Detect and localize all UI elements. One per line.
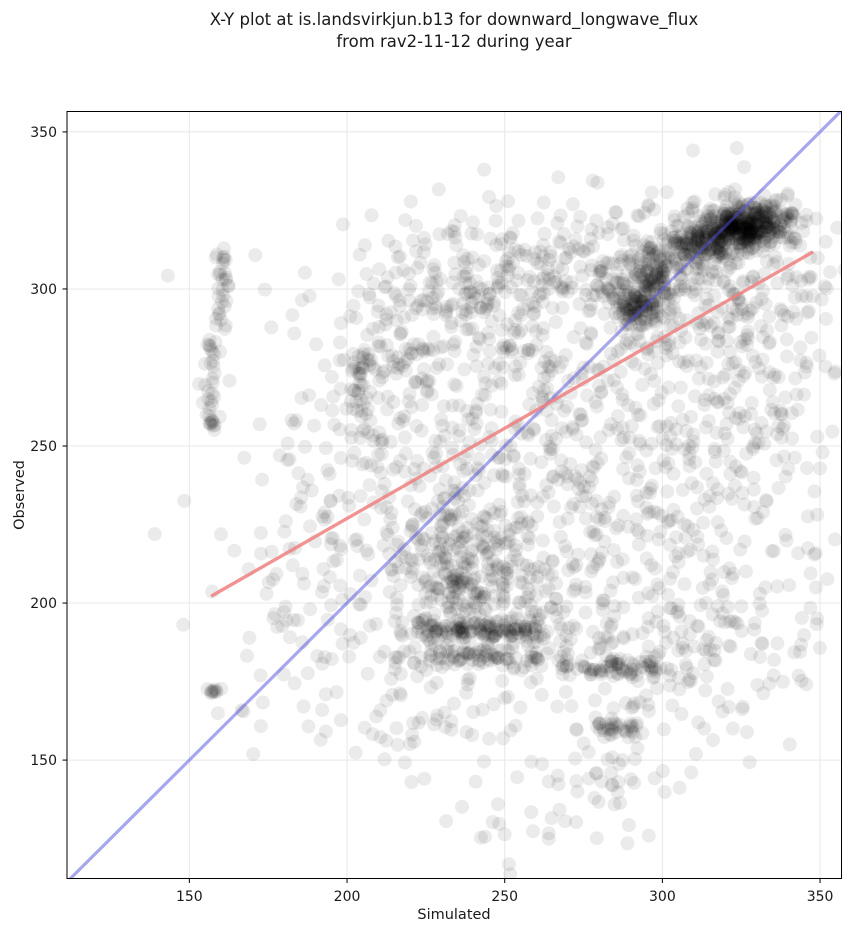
chart-title-line1: X-Y plot at is.landsvirkjun.b13 for down… (210, 10, 699, 30)
y-tick-label-350: 350 (30, 125, 57, 141)
overlay-lines (68, 111, 842, 879)
x-tick-label-250: 250 (491, 889, 518, 905)
grid-lines (67, 111, 842, 879)
x-tick-label-300: 300 (649, 889, 676, 905)
y-tick-label-300: 300 (30, 282, 57, 298)
x-tick-label-350: 350 (807, 889, 834, 905)
x-tick-label-150: 150 (176, 889, 203, 905)
regression-line (210, 250, 814, 598)
y-tick-label-150: 150 (30, 753, 57, 769)
x-tick-label-200: 200 (334, 889, 361, 905)
y-tick-label-250: 250 (30, 439, 57, 455)
y-axis-label: Observed (12, 460, 28, 530)
identity-line (68, 111, 842, 879)
y-tick-label-200: 200 (30, 596, 57, 612)
x-axis-label: Simulated (417, 907, 490, 923)
plot-border (66, 111, 842, 879)
axis-ticks: 150 200 250 300 350 150 200 250 300 350 (30, 125, 833, 905)
chart-title-line2: from rav2-11-12 during year (336, 32, 571, 51)
scatter-points (147, 141, 842, 879)
